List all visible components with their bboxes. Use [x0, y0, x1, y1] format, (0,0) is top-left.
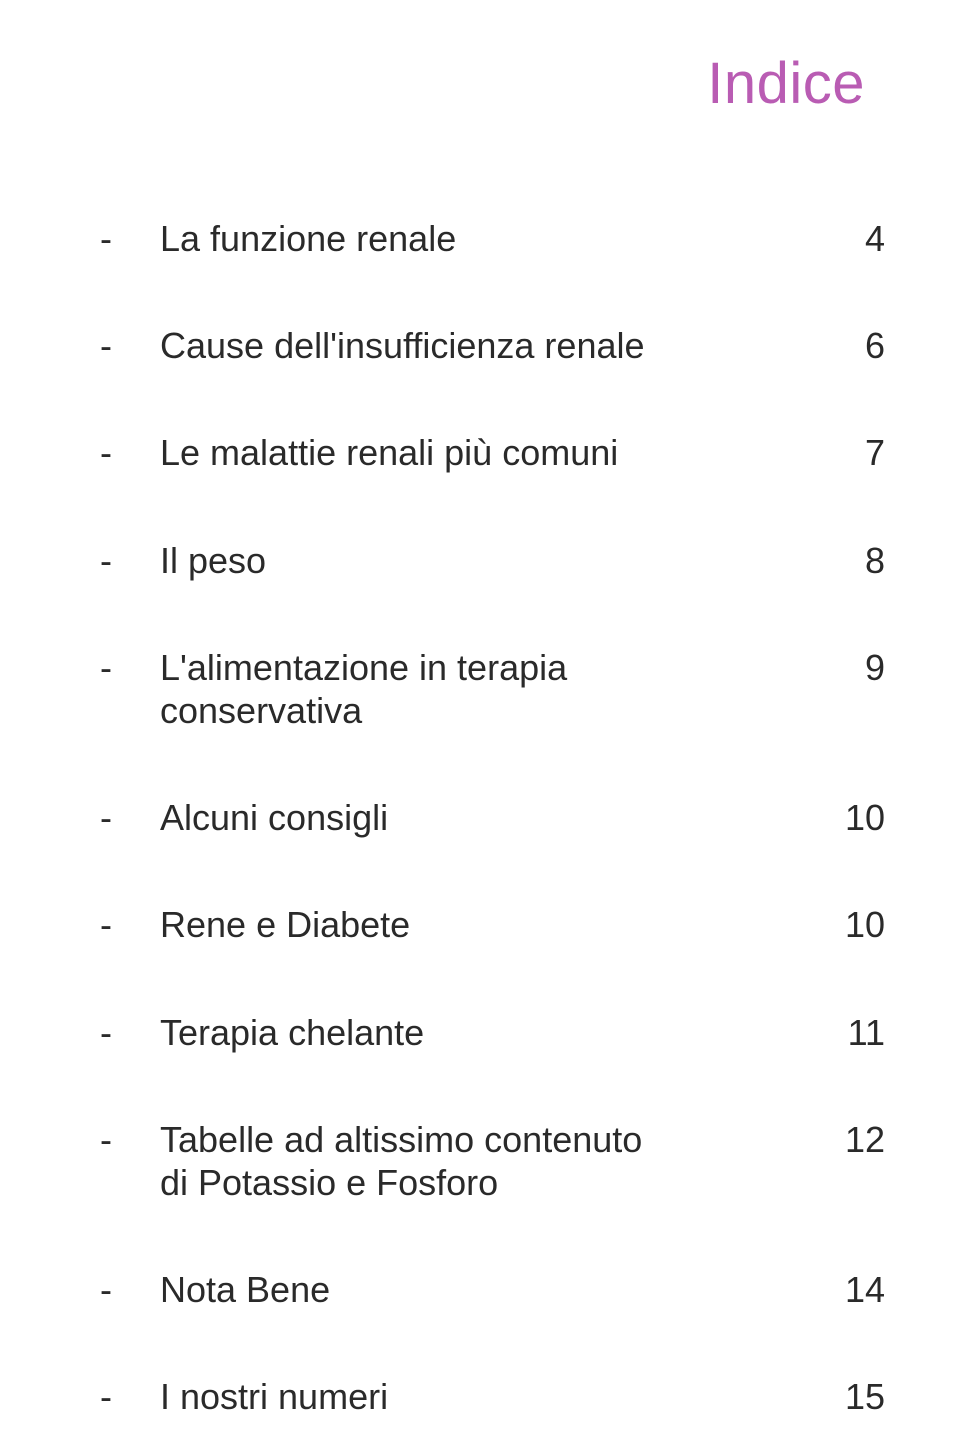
dash: - — [100, 539, 160, 582]
toc-label: Il peso — [160, 539, 815, 582]
toc-page-number: 6 — [815, 324, 885, 367]
dash: - — [100, 217, 160, 260]
toc-page-number: 11 — [815, 1011, 885, 1054]
toc-row: - Cause dell'insufficienza renale 6 — [100, 324, 885, 367]
dash: - — [100, 1375, 160, 1418]
toc-label: La funzione renale — [160, 217, 815, 260]
toc-label: I nostri numeri — [160, 1375, 815, 1418]
toc-label: L'alimentazione in terapiaconservativa — [160, 646, 815, 732]
page-title: Indice — [100, 50, 885, 117]
page-container: Indice - La funzione renale 4 - Cause de… — [0, 0, 960, 1455]
toc-row: - Alcuni consigli 10 — [100, 796, 885, 839]
toc-label: Rene e Diabete — [160, 903, 815, 946]
toc-label: Terapia chelante — [160, 1011, 815, 1054]
dash: - — [100, 1118, 160, 1161]
toc-page-number: 15 — [815, 1375, 885, 1418]
toc-label: Tabelle ad altissimo contenutodi Potassi… — [160, 1118, 815, 1204]
toc-label: Le malattie renali più comuni — [160, 431, 815, 474]
toc-page-number: 8 — [815, 539, 885, 582]
toc-page-number: 10 — [815, 796, 885, 839]
toc-page-number: 4 — [815, 217, 885, 260]
toc-row: - Rene e Diabete 10 — [100, 903, 885, 946]
toc-label: Cause dell'insufficienza renale — [160, 324, 815, 367]
dash: - — [100, 903, 160, 946]
dash: - — [100, 431, 160, 474]
toc-label: Nota Bene — [160, 1268, 815, 1311]
dash: - — [100, 324, 160, 367]
toc-row: - L'alimentazione in terapiaconservativa… — [100, 646, 885, 732]
toc-page-number: 12 — [815, 1118, 885, 1161]
toc-row: - Nota Bene 14 — [100, 1268, 885, 1311]
toc-row: - I nostri numeri 15 — [100, 1375, 885, 1418]
toc-row: - Terapia chelante 11 — [100, 1011, 885, 1054]
toc-page-number: 9 — [815, 646, 885, 689]
dash: - — [100, 646, 160, 689]
toc-page-number: 14 — [815, 1268, 885, 1311]
toc-page-number: 7 — [815, 431, 885, 474]
toc-row: - Il peso 8 — [100, 539, 885, 582]
toc-row: - Tabelle ad altissimo contenutodi Potas… — [100, 1118, 885, 1204]
table-of-contents: - La funzione renale 4 - Cause dell'insu… — [100, 217, 885, 1418]
dash: - — [100, 1011, 160, 1054]
dash: - — [100, 1268, 160, 1311]
toc-label: Alcuni consigli — [160, 796, 815, 839]
toc-row: - Le malattie renali più comuni 7 — [100, 431, 885, 474]
toc-page-number: 10 — [815, 903, 885, 946]
toc-row: - La funzione renale 4 — [100, 217, 885, 260]
dash: - — [100, 796, 160, 839]
